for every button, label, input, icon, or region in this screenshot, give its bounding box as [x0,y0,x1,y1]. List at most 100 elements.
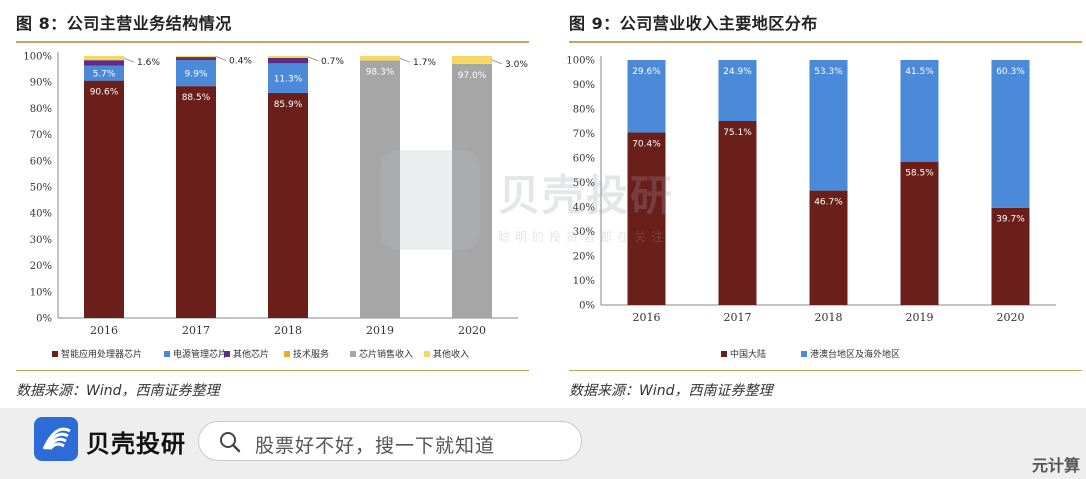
legend-swatch [284,351,290,357]
data-label-leader [399,57,411,63]
bar-segment [176,86,216,318]
bar-segment [900,161,939,305]
y-tick-label: 90% [30,78,52,89]
data-label: 41.5% [905,67,934,77]
bar-segment [84,60,124,66]
bar-segment [452,56,492,64]
legend-swatch [52,351,58,357]
bar-segment [360,60,400,318]
y-tick-label: 80% [573,105,595,116]
y-tick-label: 40% [30,209,52,220]
data-label: 0.4% [229,57,252,67]
y-tick-label: 70% [573,129,595,140]
search-placeholder: 股票好不好，搜一下就知道 [255,435,496,457]
y-tick-label: 20% [573,252,595,263]
y-tick-label: 0% [579,301,595,312]
data-label: 60.3% [996,67,1025,77]
corner-watermark: 元计算 [1031,456,1080,475]
y-tick-label: 60% [30,156,52,167]
bar-segment [718,121,757,305]
data-label-leader [215,56,227,61]
bar-segment [176,56,216,58]
search-input[interactable]: 股票好不好，搜一下就知道 [198,421,582,461]
data-source: 数据来源：Wind，西南证券整理 [16,383,220,399]
data-label: 53.3% [814,67,843,77]
bar-segment [627,132,666,305]
chart-panel-business-structure: 图 8：公司主营业务结构情况 0% 10% 20% 30% 40% 50% 60% 70% 80… [0,0,533,408]
legend-label: 其他芯片 [233,348,269,360]
data-label: 85.9% [274,100,303,110]
bar-segment [268,57,308,64]
data-label: 46.7% [814,198,843,208]
bar-segment [268,92,308,318]
legend-swatch [224,351,230,357]
y-tick-label: 80% [30,104,52,115]
legend-swatch [350,351,356,357]
x-tick-label: 2019 [366,324,394,337]
bar-segment [84,56,124,61]
data-label: 11.3% [274,75,303,85]
legend-swatch [801,351,807,357]
data-label: 5.7% [93,70,116,80]
y-tick-label: 100% [566,56,595,67]
x-tick-label: 2017 [182,324,210,337]
bottom-bar: 贝壳投研 股票好不好，搜一下就知道 元计算 [0,408,1086,479]
legend-label: 电源管理芯片 [173,348,227,360]
legend-swatch [721,351,727,357]
data-label: 39.7% [996,215,1025,225]
data-label: 97.0% [458,71,487,81]
brand-name[interactable]: 贝壳投研 [86,430,186,458]
bar-segment [176,60,216,87]
brand-logo-icon[interactable] [34,417,78,461]
x-tick-label: 2016 [90,324,118,337]
legend-label: 技术服务 [293,348,329,360]
bar-segment [627,60,666,133]
bar-segment [176,57,216,61]
y-tick-label: 60% [573,154,595,165]
bar-segment [268,56,308,58]
x-tick-label: 2018 [815,311,843,324]
y-tick-label: 10% [30,287,52,298]
y-tick-label: 30% [30,235,52,246]
x-tick-label: 2019 [906,311,934,324]
data-label: 9.9% [185,70,208,80]
x-tick-label: 2020 [997,311,1025,324]
y-tick-label: 10% [573,276,595,287]
legend-label: 其他收入 [433,348,469,360]
bar-segment [718,60,757,122]
data-label: 0.7% [321,57,344,67]
chart-title: 图 8：公司主营业务结构情况 [16,14,232,33]
title-divider [16,41,529,43]
source-divider [569,370,1082,371]
bar-segment [991,60,1030,208]
search-icon [220,432,241,453]
legend-label: 中国大陆 [730,348,766,360]
legend-label: 智能应用处理器芯片 [61,348,142,360]
y-tick-label: 50% [30,183,52,194]
data-label: 70.4% [632,140,661,150]
data-label: 58.5% [905,169,934,179]
legend-swatch [424,351,430,357]
bar-segment [991,207,1030,305]
bar-segment [900,60,939,162]
chart-title: 图 9：公司营业收入主要地区分布 [569,14,818,33]
bar-segment [360,56,400,61]
source-divider [16,370,529,371]
bar-segment [809,60,848,191]
y-tick-label: 50% [573,178,595,189]
data-label: 1.7% [413,58,436,68]
stacked-bar-chart-region: 0% 10% 20% 30% 40% 50% 60% 70% 80% 90% 100% 2016 70.… [566,56,1056,360]
data-label-leader [123,57,135,63]
bar-segment [268,63,308,93]
bar-segment [452,63,492,318]
bar-segment [809,190,848,305]
x-tick-label: 2020 [458,324,486,337]
y-tick-label: 100% [23,52,52,63]
data-source: 数据来源：Wind，西南证券整理 [569,383,773,399]
data-label: 90.6% [90,88,119,98]
stacked-bar-chart-business: 0% 10% 20% 30% 40% 50% 60% 70% 80% 90% 100% 2016 90.… [23,52,528,361]
y-tick-label: 20% [30,261,52,272]
y-tick-label: 40% [573,203,595,214]
x-tick-label: 2018 [274,324,302,337]
y-tick-label: 70% [30,130,52,141]
